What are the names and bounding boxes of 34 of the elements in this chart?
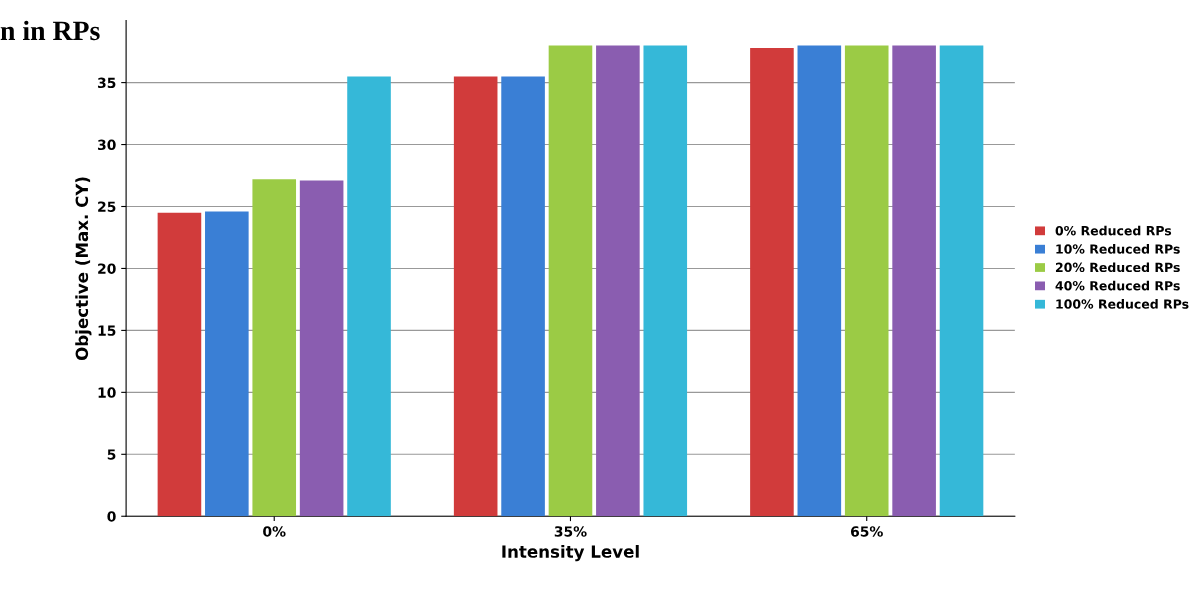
y-axis-title: Objective (Max. CY)	[75, 177, 92, 361]
y-tick-label: 25	[98, 201, 116, 212]
y-tick-label: 20	[98, 263, 116, 274]
bar	[844, 45, 889, 517]
legend-label: 100% Reduced RPs	[1056, 299, 1189, 309]
bar	[892, 45, 936, 517]
bar	[643, 45, 688, 517]
x-tick-label: 0%	[263, 526, 286, 537]
bar	[596, 45, 640, 517]
bar	[299, 180, 344, 517]
bar	[750, 47, 794, 517]
x-tick-label: 65%	[850, 526, 883, 537]
legend-label: 40% Reduced RPs	[1055, 280, 1180, 291]
y-tick-label: 10	[98, 387, 116, 398]
bar	[501, 76, 545, 517]
y-tick-label: 15	[98, 325, 116, 336]
bar	[157, 212, 202, 517]
bar	[205, 211, 249, 517]
bar	[347, 76, 391, 517]
legend-label: 20% Reduced RPs	[1055, 262, 1180, 273]
y-tick-label: 35	[97, 77, 116, 89]
legend-label: 0% Reduced RPs	[1055, 225, 1172, 236]
x-axis-title: Intensity Level	[502, 544, 639, 562]
chart-title: n in RPs	[0, 20, 100, 41]
x-tick-label: 35%	[554, 526, 587, 537]
bar	[939, 45, 984, 517]
legend-label: 10% Reduced RPs	[1056, 244, 1180, 254]
bar	[252, 179, 297, 517]
y-tick-label: 5	[107, 449, 116, 460]
bar	[797, 45, 842, 517]
bar	[453, 76, 498, 517]
y-tick-label: 30	[97, 139, 116, 151]
y-tick-label: 0	[107, 511, 116, 522]
bar	[548, 45, 593, 517]
